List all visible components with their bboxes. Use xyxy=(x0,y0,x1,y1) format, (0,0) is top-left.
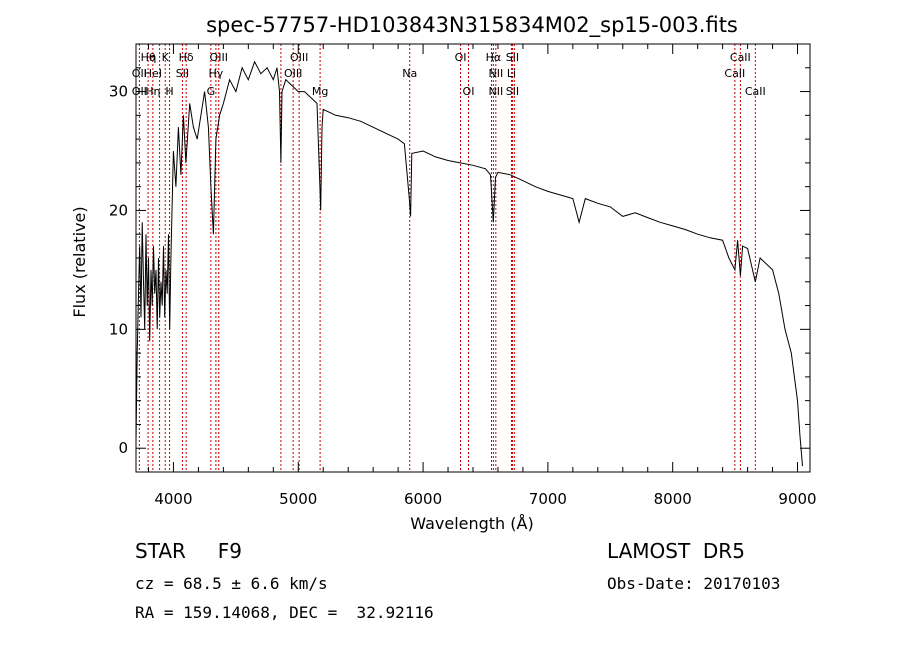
line-label: Mg xyxy=(312,85,328,98)
line-label: H xyxy=(165,85,173,98)
line-label: OI xyxy=(455,51,467,64)
redshift-cz: cz = 68.5 ± 6.6 km/s xyxy=(135,574,328,593)
y-tick-label: 30 xyxy=(109,83,128,101)
line-label: OIII xyxy=(210,51,228,64)
line-label: HeI xyxy=(144,67,162,80)
line-label: Li xyxy=(507,67,516,80)
x-tick-label: 4000 xyxy=(154,490,192,508)
y-axis-ticks: 0 10 20 30 xyxy=(109,43,810,457)
survey-name: LAMOST DR5 xyxy=(607,539,745,563)
line-label: Na xyxy=(402,67,417,80)
line-label: η xyxy=(149,51,156,64)
x-tick-label: 9000 xyxy=(778,490,816,508)
x-tick-label: 5000 xyxy=(279,490,317,508)
line-label: OIII xyxy=(290,51,308,64)
x-tick-label: 6000 xyxy=(404,490,442,508)
spectral-line-markers xyxy=(138,44,756,472)
line-label: Hγ xyxy=(208,67,223,80)
x-tick-label: 7000 xyxy=(529,490,567,508)
line-label: SII xyxy=(176,67,189,80)
line-label: NII xyxy=(488,67,503,80)
object-classification: STAR F9 xyxy=(135,539,242,563)
x-axis-label: Wavelength (Å) xyxy=(410,514,533,533)
line-label: Hδ xyxy=(179,51,194,64)
y-tick-label: 10 xyxy=(109,320,128,338)
y-tick-label: 20 xyxy=(109,201,128,219)
line-label: Hθ xyxy=(141,51,156,64)
line-label: SII xyxy=(506,51,519,64)
line-label: G xyxy=(207,85,216,98)
y-axis-label: Flux (relative) xyxy=(70,206,89,317)
x-tick-label: 8000 xyxy=(654,490,692,508)
x-axis-ticks: 4000 5000 6000 7000 8000 9000 xyxy=(147,44,817,508)
line-label: OI xyxy=(463,85,475,98)
spectrum-series-line xyxy=(135,60,803,467)
chart-title: spec-57757-HD103843N315834M02_sp15-003.f… xyxy=(206,13,738,38)
line-label: SII xyxy=(506,85,519,98)
line-label: Hη xyxy=(145,85,160,98)
line-label: CaII xyxy=(745,85,766,98)
line-label: K xyxy=(162,51,170,64)
line-label: Hα xyxy=(486,51,502,64)
y-tick-label: 0 xyxy=(118,439,128,457)
line-label: CaII xyxy=(730,51,751,64)
ra-dec-coordinates: RA = 159.14068, DEC = 32.92116 xyxy=(135,603,434,622)
line-label: NII xyxy=(488,85,503,98)
observation-date: Obs-Date: 20170103 xyxy=(607,574,781,593)
plot-frame xyxy=(135,43,811,473)
line-label: OIII xyxy=(284,67,302,80)
line-label: CaII xyxy=(724,67,745,80)
